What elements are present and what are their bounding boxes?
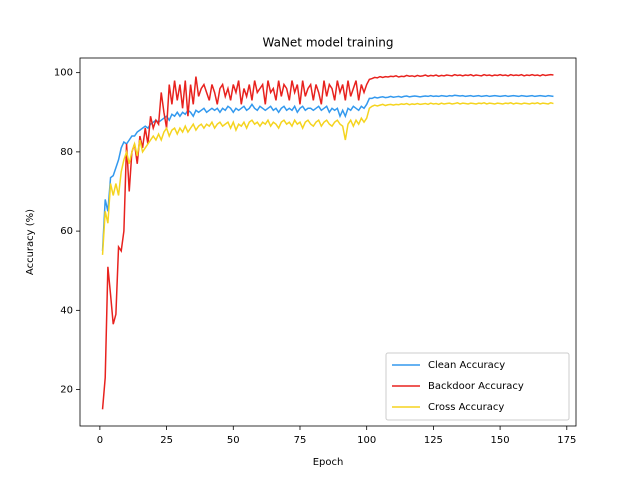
legend-label: Cross Accuracy [428,402,504,413]
x-axis-label: Epoch [313,457,344,468]
data-line [101,73,554,410]
legend-box [385,352,570,421]
chart-title: WaNet model training [263,36,394,50]
x-tick-label: 50 [227,435,240,446]
legend-label: Clean Accuracy [428,360,505,371]
x-tick-label: 100 [357,435,376,446]
plot-frame [79,57,577,427]
x-tick-label: 25 [160,435,173,446]
y-tick-label: 60 [60,226,73,237]
x-tick-label: 0 [97,435,103,446]
x-tick-label: 125 [424,435,443,446]
y-tick-label: 40 [60,305,73,316]
legend-label: Backdoor Accuracy [428,381,524,392]
y-axis-label: Accuracy (%) [25,209,36,275]
data-line [101,101,554,255]
x-tick-label: 150 [491,435,510,446]
x-tick-label: 175 [557,435,576,446]
data-line [101,94,554,251]
y-tick-label: 20 [60,385,73,396]
y-tick-label: 100 [54,68,73,79]
y-tick-label: 80 [60,147,73,158]
x-tick-label: 75 [294,435,307,446]
